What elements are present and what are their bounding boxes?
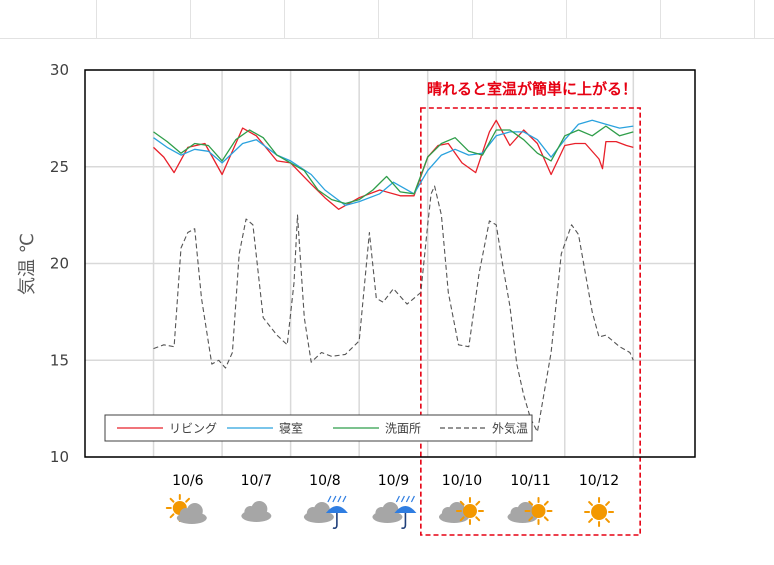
legend-label: 外気温 (492, 421, 528, 436)
y-axis-label: 気温 ℃ (17, 233, 38, 295)
spreadsheet-column-line (378, 0, 379, 38)
series-line-リビング (153, 119, 634, 210)
weather-icons (165, 494, 615, 529)
series-line-外気温 (153, 185, 634, 433)
legend-label: 洗面所 (385, 422, 421, 436)
spreadsheet-column-line (472, 0, 473, 38)
legend: リビング 寝室 洗面所 外気温 (104, 414, 533, 442)
sun-icon (584, 497, 615, 527)
y-tick-label: 30 (50, 61, 69, 79)
y-tick-label: 10 (50, 448, 69, 466)
gridlines (85, 69, 695, 458)
day-label: 10/7 (241, 473, 272, 489)
legend-label: 寝室 (279, 421, 303, 436)
y-axis-ticks: 10 15 20 25 30 (50, 61, 69, 466)
spreadsheet-header-grid (0, 0, 774, 39)
legend-label: リビング (169, 422, 217, 436)
cloud-rain-icon (303, 495, 348, 529)
cloud-rain-icon (372, 495, 417, 529)
series-line-寝室 (153, 119, 634, 207)
series-line-洗面所 (153, 125, 634, 205)
spreadsheet-column-line (660, 0, 661, 38)
highlight-group (420, 107, 641, 536)
cloud-icon (241, 501, 272, 522)
cloud-sun-icon (438, 497, 484, 525)
day-labels: 10/6 10/7 10/8 10/9 10/10 10/11 10/12 (172, 473, 619, 489)
spreadsheet-column-line (566, 0, 567, 38)
sunny-period-highlight (420, 107, 641, 536)
spreadsheet-column-line (284, 0, 285, 38)
y-tick-label: 25 (50, 158, 69, 176)
y-tick-label: 20 (50, 255, 69, 273)
day-label: 10/9 (378, 473, 409, 489)
plot-area-frame (84, 69, 696, 458)
y-tick-label: 15 (50, 351, 69, 369)
sun-cloud-icon (165, 494, 207, 524)
cloud-sun-icon (507, 497, 553, 525)
day-label: 10/11 (510, 473, 550, 489)
day-label: 10/8 (309, 473, 340, 489)
spreadsheet-column-line (754, 0, 755, 38)
day-label: 10/10 (442, 473, 482, 489)
chart-annotation: 晴れると室温が簡単に上がる！ (427, 80, 637, 98)
day-label: 10/6 (172, 473, 204, 489)
spreadsheet-column-line (190, 0, 191, 38)
spreadsheet-column-line (96, 0, 97, 38)
series-group (153, 119, 634, 433)
day-label: 10/12 (579, 473, 619, 489)
